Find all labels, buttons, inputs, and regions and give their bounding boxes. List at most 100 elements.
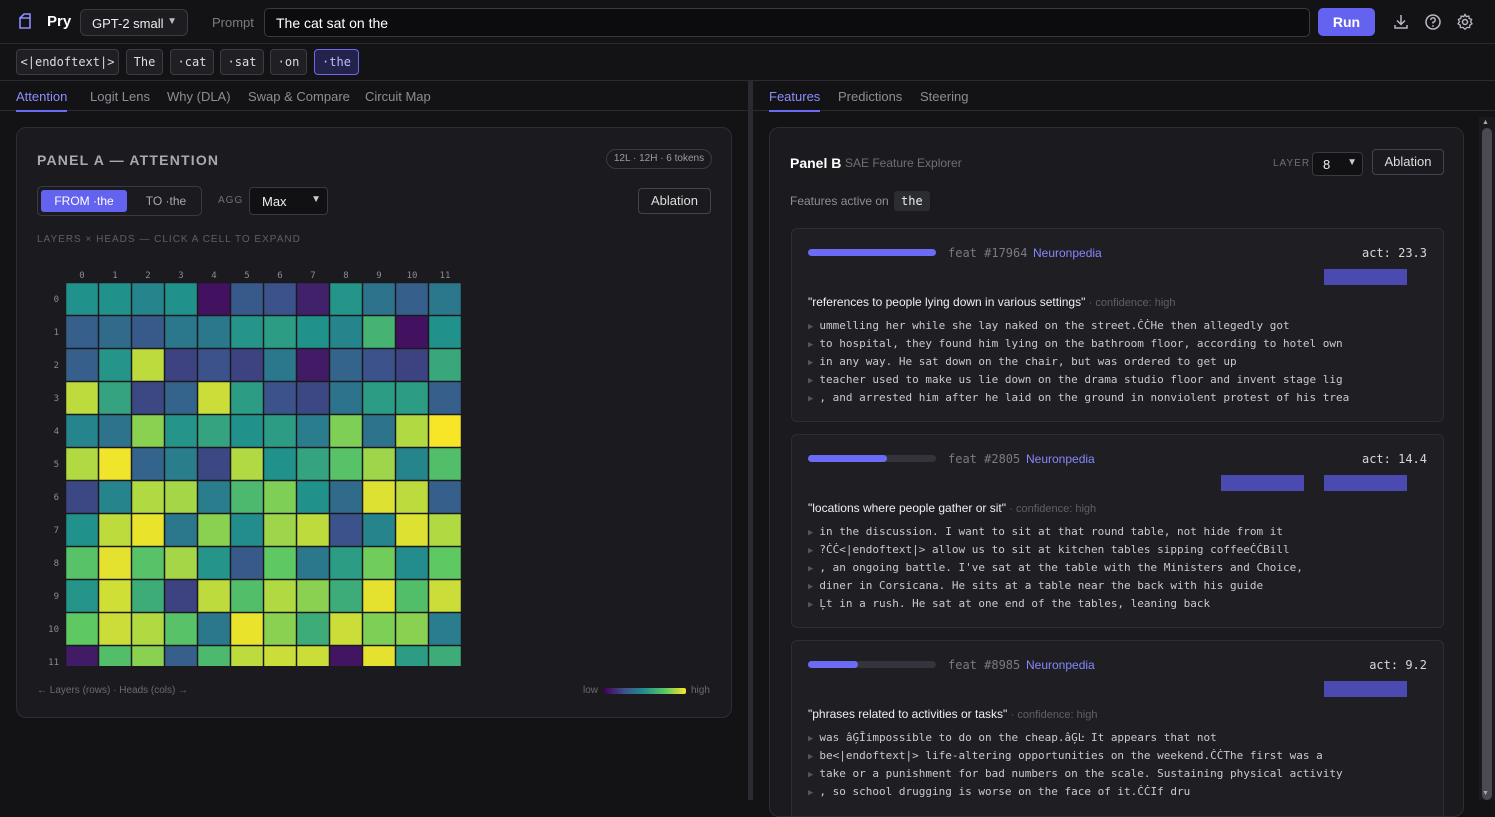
heatmap-cell[interactable] — [296, 282, 330, 316]
token-chip[interactable]: ·cat — [170, 49, 214, 75]
neuronpedia-link[interactable]: Neuronpedia — [1033, 246, 1102, 260]
heatmap-cell[interactable] — [131, 348, 165, 382]
heatmap-cell[interactable] — [230, 282, 264, 316]
heatmap-cell[interactable] — [131, 612, 165, 646]
heatmap-cell[interactable] — [164, 414, 198, 448]
tab-logit-lens[interactable]: Logit Lens — [90, 89, 150, 104]
heatmap-cell[interactable] — [230, 381, 264, 415]
heatmap-cell[interactable] — [428, 348, 462, 382]
heatmap-cell[interactable] — [329, 612, 363, 646]
heatmap-cell[interactable] — [263, 513, 297, 547]
example-row[interactable]: ▶ diner in Corsicana. He sits at a table … — [808, 579, 1263, 592]
heatmap-cell[interactable] — [329, 315, 363, 349]
heatmap-cell[interactable] — [296, 348, 330, 382]
heatmap-cell[interactable] — [296, 414, 330, 448]
heatmap-cell[interactable] — [362, 513, 396, 547]
from-toggle-button[interactable]: FROM ·the — [41, 190, 127, 212]
tab-steering[interactable]: Steering — [920, 89, 969, 104]
heatmap-cell[interactable] — [197, 282, 231, 316]
heatmap-cell[interactable] — [131, 414, 165, 448]
example-row[interactable]: ▶ ummelling her while she lay naked on th… — [808, 319, 1290, 332]
heatmap-cell[interactable] — [98, 480, 132, 514]
heatmap-cell[interactable] — [230, 546, 264, 580]
heatmap-cell[interactable] — [296, 513, 330, 547]
tab-predictions[interactable]: Predictions — [838, 89, 903, 104]
heatmap-cell[interactable] — [65, 546, 99, 580]
heatmap-cell[interactable] — [329, 381, 363, 415]
heatmap-cell[interactable] — [362, 282, 396, 316]
heatmap-cell[interactable] — [230, 645, 264, 666]
example-row[interactable]: ▶ in the discussion. I want to sit at tha… — [808, 525, 1283, 538]
feature-card[interactable]: feat #17964 Neuronpedia act: 23.3 "refer… — [791, 228, 1444, 422]
heatmap-cell[interactable] — [362, 579, 396, 613]
heatmap-cell[interactable] — [230, 315, 264, 349]
heatmap-cell[interactable] — [164, 315, 198, 349]
heatmap-cell[interactable] — [296, 315, 330, 349]
model-select[interactable]: GPT-2 small ▼ — [80, 9, 188, 36]
heatmap-cell[interactable] — [428, 282, 462, 316]
ablation-button[interactable]: Ablation — [1372, 149, 1444, 175]
heatmap-cell[interactable] — [98, 579, 132, 613]
heatmap-cell[interactable] — [197, 546, 231, 580]
heatmap-cell[interactable] — [362, 381, 396, 415]
heatmap-cell[interactable] — [296, 546, 330, 580]
neuronpedia-link[interactable]: Neuronpedia — [1026, 452, 1095, 466]
token-chip-selected[interactable]: ·the — [314, 49, 359, 75]
heatmap-cell[interactable] — [362, 645, 396, 666]
heatmap-cell[interactable] — [296, 447, 330, 481]
heatmap-cell[interactable] — [164, 282, 198, 316]
heatmap-cell[interactable] — [329, 348, 363, 382]
heatmap-cell[interactable] — [428, 447, 462, 481]
heatmap-cell[interactable] — [428, 414, 462, 448]
heatmap-cell[interactable] — [263, 282, 297, 316]
heatmap-cell[interactable] — [131, 447, 165, 481]
heatmap-cell[interactable] — [65, 480, 99, 514]
example-row[interactable]: ▶ ?ĊĊ<|endoftext|> allow us to sit at kit… — [808, 543, 1290, 556]
heatmap-cell[interactable] — [230, 414, 264, 448]
heatmap-cell[interactable] — [296, 579, 330, 613]
heatmap-cell[interactable] — [395, 579, 429, 613]
heatmap-cell[interactable] — [362, 480, 396, 514]
heatmap-cell[interactable] — [98, 612, 132, 646]
heatmap-cell[interactable] — [395, 645, 429, 666]
heatmap-cell[interactable] — [230, 447, 264, 481]
heatmap-cell[interactable] — [329, 282, 363, 316]
heatmap-cell[interactable] — [131, 513, 165, 547]
tab-swap-compare[interactable]: Swap & Compare — [248, 89, 350, 104]
heatmap-cell[interactable] — [98, 546, 132, 580]
heatmap-cell[interactable] — [263, 348, 297, 382]
token-chip[interactable]: ·sat — [220, 49, 264, 75]
to-toggle-button[interactable]: TO ·the — [145, 194, 187, 208]
run-button[interactable]: Run — [1318, 8, 1375, 36]
heatmap-cell[interactable] — [329, 579, 363, 613]
heatmap-cell[interactable] — [98, 315, 132, 349]
heatmap-cell[interactable] — [65, 513, 99, 547]
heatmap-cell[interactable] — [98, 513, 132, 547]
scroll-up-icon[interactable]: ▲ — [1482, 119, 1489, 126]
heatmap-cell[interactable] — [65, 381, 99, 415]
heatmap-cell[interactable] — [65, 612, 99, 646]
heatmap-cell[interactable] — [395, 414, 429, 448]
scroll-down-icon[interactable]: ▼ — [1482, 790, 1489, 797]
heatmap-cell[interactable] — [296, 381, 330, 415]
heatmap-cell[interactable] — [65, 282, 99, 316]
heatmap-cell[interactable] — [131, 315, 165, 349]
heatmap-cell[interactable] — [197, 645, 231, 666]
heatmap-cell[interactable] — [263, 447, 297, 481]
heatmap-cell[interactable] — [197, 414, 231, 448]
heatmap-cell[interactable] — [296, 612, 330, 646]
heatmap-cell[interactable] — [164, 645, 198, 666]
heatmap-cell[interactable] — [65, 645, 99, 666]
heatmap-cell[interactable] — [131, 480, 165, 514]
tab-attention[interactable]: Attention — [16, 89, 68, 112]
gear-icon[interactable] — [1456, 13, 1474, 31]
heatmap-cell[interactable] — [131, 381, 165, 415]
heatmap-cell[interactable] — [395, 612, 429, 646]
heatmap-cell[interactable] — [230, 579, 264, 613]
tab-circuit-map[interactable]: Circuit Map — [365, 89, 431, 104]
token-chip[interactable]: ·on — [270, 49, 307, 75]
example-row[interactable]: ▶ Ļt in a rush. He sat at one end of the … — [808, 597, 1210, 610]
heatmap-cell[interactable] — [329, 513, 363, 547]
heatmap-cell[interactable] — [428, 381, 462, 415]
prompt-input[interactable] — [264, 8, 1310, 37]
